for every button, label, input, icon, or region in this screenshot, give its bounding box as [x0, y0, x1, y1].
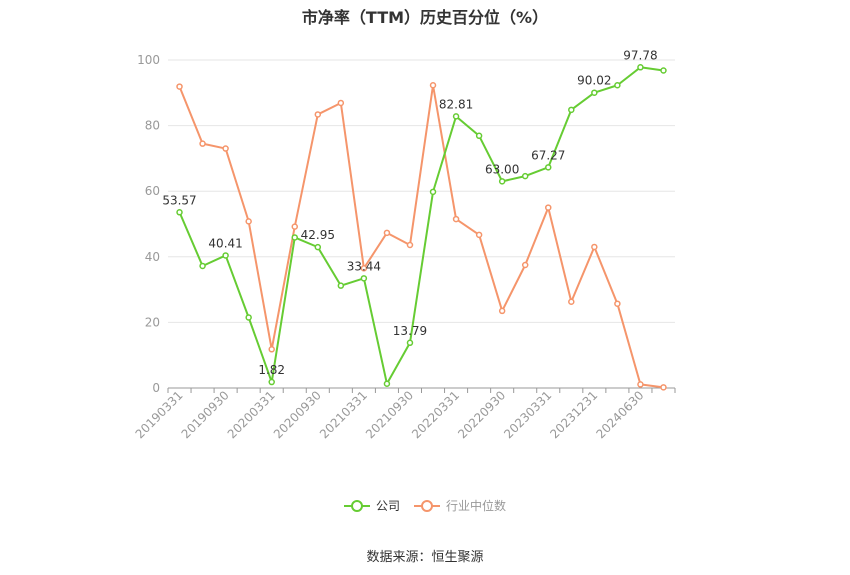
data-label: 42.95 — [301, 228, 335, 242]
data-point-industry-median — [360, 265, 368, 272]
data-point-company — [383, 380, 391, 387]
y-tick-label: 20 — [145, 315, 160, 329]
data-point-industry-median — [429, 82, 437, 89]
data-point-industry-median — [614, 300, 621, 307]
series-line-industry-median — [178, 84, 664, 389]
data-label: 33.44 — [347, 259, 381, 273]
legend-swatch-industry-median — [414, 499, 440, 513]
data-point-industry-median — [498, 307, 506, 315]
x-tick-label: 20220930 — [455, 388, 508, 441]
data-point-company — [314, 243, 322, 251]
data-label: 82.81 — [439, 97, 473, 111]
data-point-company — [614, 82, 621, 89]
data-point-company — [452, 113, 460, 120]
data-point-industry-median — [475, 231, 483, 239]
y-tick-label: 40 — [145, 250, 160, 264]
data-label: 90.02 — [577, 74, 611, 88]
y-tick-label: 80 — [145, 119, 160, 133]
data-point-industry-median — [245, 218, 252, 225]
data-point-company — [591, 89, 598, 96]
data-labels: 53.57 40.41 1.82 42.95 33.44 13.79 82.81 63.00 6… — [162, 48, 657, 377]
data-point-company — [568, 106, 575, 114]
data-point-industry-median — [337, 99, 345, 107]
data-point-industry-median — [521, 261, 529, 269]
legend-item-industry-median[interactable]: 行业中位数 — [414, 497, 506, 514]
legend-swatch-company — [343, 499, 370, 513]
x-tick-label: 20200331 — [225, 388, 278, 441]
legend: 公司 行业中位数 — [0, 497, 850, 514]
data-label: 40.41 — [208, 236, 242, 250]
data-point-industry-median — [176, 83, 183, 90]
data-point-company — [406, 339, 414, 347]
data-point-company — [291, 234, 298, 241]
data-point-industry-median — [406, 241, 414, 249]
data-point-company — [199, 262, 206, 270]
x-tick-label: 20210331 — [317, 388, 370, 441]
data-point-company — [637, 64, 644, 71]
data-label: 53.57 — [162, 193, 196, 207]
x-tick-label: 20190930 — [179, 388, 232, 441]
x-tick-label: 20230331 — [501, 388, 554, 441]
data-point-industry-median — [660, 384, 667, 391]
data-point-company — [360, 275, 368, 282]
data-point-company — [429, 188, 437, 196]
data-point-industry-median — [383, 229, 391, 237]
x-tick-label: 20231231 — [547, 388, 600, 441]
data-point-industry-median — [452, 215, 460, 223]
y-tick-label: 60 — [145, 184, 160, 198]
data-point-company — [222, 252, 229, 259]
data-label: 63.00 — [485, 162, 519, 176]
source-note: 数据来源：恒生聚源 — [366, 550, 484, 565]
data-label: 67.27 — [531, 148, 565, 162]
data-point-industry-median — [568, 298, 575, 305]
legend-label-industry-median: 行业中位数 — [446, 499, 507, 513]
data-point-industry-median — [291, 223, 298, 230]
data-point-company — [268, 378, 275, 386]
y-tick-label: 0 — [152, 381, 160, 395]
y-tick-label: 100 — [137, 53, 160, 67]
data-point-industry-median — [268, 346, 275, 353]
data-point-company — [475, 132, 483, 140]
y-axis: 0 20 40 60 80 100 — [137, 53, 160, 395]
data-point-industry-median — [314, 111, 322, 118]
data-point-industry-median — [637, 381, 644, 388]
x-tick-label: 20210930 — [363, 388, 416, 441]
legend-label-company: 公司 — [375, 499, 400, 513]
data-point-company — [521, 172, 529, 180]
data-point-company — [245, 314, 252, 321]
x-tick-label: 20240630 — [593, 388, 646, 441]
series-line-company — [178, 66, 664, 385]
data-point-company — [545, 164, 552, 171]
x-tick-label: 20220331 — [409, 388, 462, 441]
data-point-industry-median — [222, 145, 229, 152]
data-point-company — [337, 282, 345, 289]
x-tick-label: 20200930 — [271, 388, 324, 441]
x-tick-label: 20190331 — [133, 388, 186, 441]
data-point-company — [176, 209, 183, 216]
data-point-industry-median — [545, 204, 552, 211]
data-point-industry-median — [199, 140, 206, 147]
chart-title: 市净率（TTM）历史百分位（%） — [301, 8, 549, 27]
x-axis: 2019033120190930202003312020093020210331… — [133, 387, 676, 441]
data-label: 97.78 — [623, 48, 657, 62]
data-label: 1.82 — [258, 363, 285, 377]
legend-item-company[interactable]: 公司 — [343, 497, 400, 514]
data-label: 13.79 — [393, 324, 427, 338]
data-point-company — [660, 67, 667, 74]
series-lines — [176, 64, 667, 391]
grid-lines — [168, 59, 675, 323]
data-point-company — [498, 178, 506, 185]
data-point-industry-median — [591, 243, 598, 251]
